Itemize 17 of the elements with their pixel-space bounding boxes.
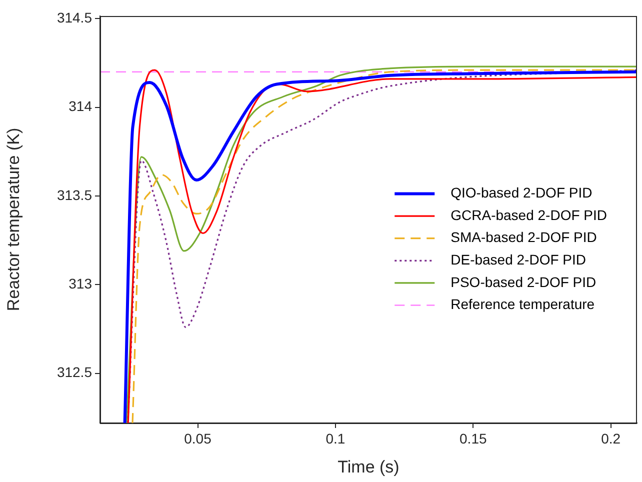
legend-label: DE-based 2-DOF PID [450, 252, 586, 268]
x-tick-label: 0.15 [460, 430, 487, 446]
x-tick-label: 0.2 [601, 430, 621, 446]
x-tick-label: 0.1 [326, 430, 346, 446]
y-tick-label: 313.5 [56, 186, 92, 203]
x-axis-title: Time (s) [338, 457, 400, 476]
y-axis-title: Reactor temperature (K) [4, 128, 23, 312]
x-tick-label: 0.05 [184, 430, 212, 446]
legend-label: GCRA-based 2-DOF PID [450, 206, 608, 223]
y-tick-label: 313 [68, 276, 92, 292]
legend-label: QIO-based 2-DOF PID [450, 184, 592, 201]
legend-label: SMA-based 2-DOF PID [450, 229, 597, 246]
y-tick-label: 314 [68, 98, 92, 114]
legend-label: PSO-based 2-DOF PID [450, 274, 596, 290]
y-tick-label: 314.5 [56, 10, 92, 26]
y-tick-label: 312.5 [56, 364, 92, 380]
legend-label: Reference temperature [450, 296, 595, 312]
